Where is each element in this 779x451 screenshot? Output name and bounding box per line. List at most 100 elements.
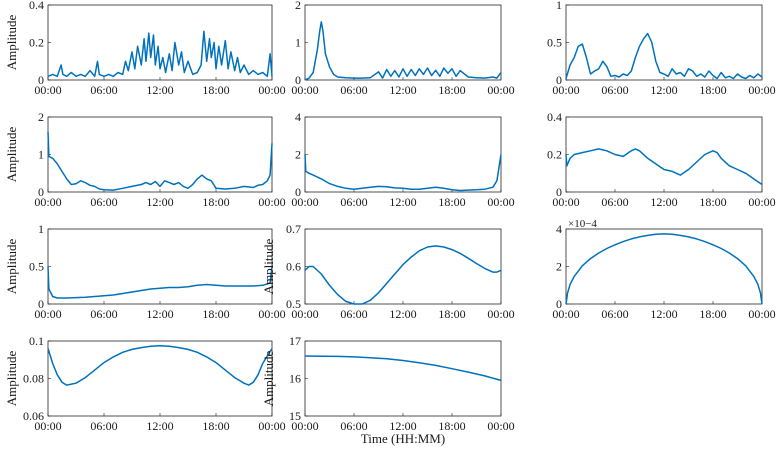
y-tick-label: 4 <box>556 222 562 236</box>
plot-area-6 <box>565 116 763 193</box>
y-axis-label: Amplitude <box>4 14 19 70</box>
x-tick-label: 00:00 <box>34 83 61 97</box>
series-line-10 <box>47 344 273 386</box>
x-tick-label: 00:00 <box>291 307 318 321</box>
x-tick-label: 12:00 <box>146 419 173 433</box>
x-tick-label: 12:00 <box>146 307 173 321</box>
y-tick-label: 2 <box>556 260 562 274</box>
x-tick-label: 12:00 <box>146 83 173 97</box>
series-line-3 <box>565 32 763 80</box>
x-tick-label: 00:00 <box>748 307 775 321</box>
x-tick-label: 00:00 <box>487 195 514 209</box>
x-tick-label: 06:00 <box>601 195 628 209</box>
y-tick-label: 0.2 <box>547 148 562 162</box>
y-tick-label: 0 <box>38 73 44 87</box>
y-axis-label: Amplitude <box>261 350 276 406</box>
x-tick-label: 12:00 <box>389 195 416 209</box>
x-tick-label: 00:00 <box>552 83 579 97</box>
series-line-9 <box>565 233 763 305</box>
plot-area-8 <box>304 228 502 305</box>
y-tick-label: 0 <box>38 185 44 199</box>
x-tick-label: 00:00 <box>291 83 318 97</box>
y-axis-label: Amplitude <box>4 126 19 182</box>
y-tick-label: 0.06 <box>23 409 44 423</box>
chart-panel-1: 00:00 06:00 12:00 18:00 00:0000.20.4Amplitud… <box>4 0 286 97</box>
x-tick-label: 18:00 <box>202 195 229 209</box>
plot-area-3 <box>565 4 763 81</box>
chart-panel-10: 00:00 06:00 12:00 18:00 00:000.060.080.1Ampl… <box>4 334 286 433</box>
y-tick-label: 16 <box>289 372 301 386</box>
y-tick-label: 2 <box>295 148 301 162</box>
x-tick-label: 06:00 <box>90 195 117 209</box>
x-tick-label: 18:00 <box>699 83 726 97</box>
plot-area-10 <box>47 340 273 417</box>
series-line-1 <box>47 30 273 78</box>
x-tick-label: 00:00 <box>748 195 775 209</box>
series-line-4 <box>47 131 273 191</box>
y-tick-label: 2 <box>38 110 44 124</box>
y-tick-label: 0.4 <box>29 0 44 12</box>
y-tick-label: 17 <box>289 334 301 348</box>
x-tick-label: 06:00 <box>90 83 117 97</box>
y-tick-label: 0.5 <box>29 260 44 274</box>
plot-area-11 <box>304 340 502 417</box>
series-line-6 <box>565 148 763 186</box>
series-line-2 <box>304 21 502 81</box>
y-tick-label: 0 <box>295 185 301 199</box>
x-tick-label: 06:00 <box>340 195 367 209</box>
y-tick-label: 1 <box>295 36 301 50</box>
x-tick-label: 06:00 <box>340 419 367 433</box>
y-tick-label: 0.1 <box>29 334 44 348</box>
x-tick-label: 06:00 <box>90 307 117 321</box>
y-axis-label: Amplitude <box>4 350 19 406</box>
x-tick-label: 00:00 <box>258 83 285 97</box>
plot-area-5 <box>304 116 502 193</box>
x-axis-label: Time (HH:MM) <box>361 431 445 446</box>
x-tick-label: 18:00 <box>202 419 229 433</box>
y-tick-label: 0.08 <box>23 372 44 386</box>
x-tick-label: 00:00 <box>34 419 61 433</box>
x-tick-label: 18:00 <box>202 307 229 321</box>
y-axis-label: Amplitude <box>261 238 276 294</box>
plot-area-7 <box>47 228 273 305</box>
x-tick-label: 00:00 <box>487 307 514 321</box>
y-tick-label: 15 <box>289 409 301 423</box>
y-tick-label: 2 <box>295 0 301 12</box>
y-tick-label: 0 <box>556 73 562 87</box>
y-tick-label: 1 <box>38 148 44 162</box>
plot-area-9 <box>565 228 763 305</box>
x-tick-label: 18:00 <box>438 419 465 433</box>
x-tick-label: 18:00 <box>202 83 229 97</box>
x-tick-label: 00:00 <box>552 307 579 321</box>
plot-area-2 <box>304 4 502 81</box>
x-tick-label: 18:00 <box>699 307 726 321</box>
x-tick-label: 06:00 <box>340 83 367 97</box>
x-tick-label: 12:00 <box>650 195 677 209</box>
x-tick-label: 06:00 <box>601 307 628 321</box>
x-tick-label: 00:00 <box>748 83 775 97</box>
y-tick-label: 0.7 <box>286 222 301 236</box>
x-tick-label: 00:00 <box>552 195 579 209</box>
y-tick-label: 0.2 <box>29 36 44 50</box>
x-tick-label: 00:00 <box>258 195 285 209</box>
x-tick-label: 12:00 <box>650 307 677 321</box>
x-tick-label: 18:00 <box>699 195 726 209</box>
x-tick-label: 06:00 <box>340 307 367 321</box>
x-tick-label: 06:00 <box>90 419 117 433</box>
x-tick-label: 00:00 <box>34 307 61 321</box>
series-line-7 <box>47 266 273 299</box>
series-line-11 <box>304 355 502 382</box>
y-tick-label: 0 <box>38 297 44 311</box>
series-line-5 <box>304 154 502 192</box>
x-tick-label: 12:00 <box>389 83 416 97</box>
y-tick-label: 0.4 <box>547 110 562 124</box>
x-tick-label: 00:00 <box>487 83 514 97</box>
x-tick-label: 18:00 <box>438 195 465 209</box>
x-tick-label: 12:00 <box>389 419 416 433</box>
